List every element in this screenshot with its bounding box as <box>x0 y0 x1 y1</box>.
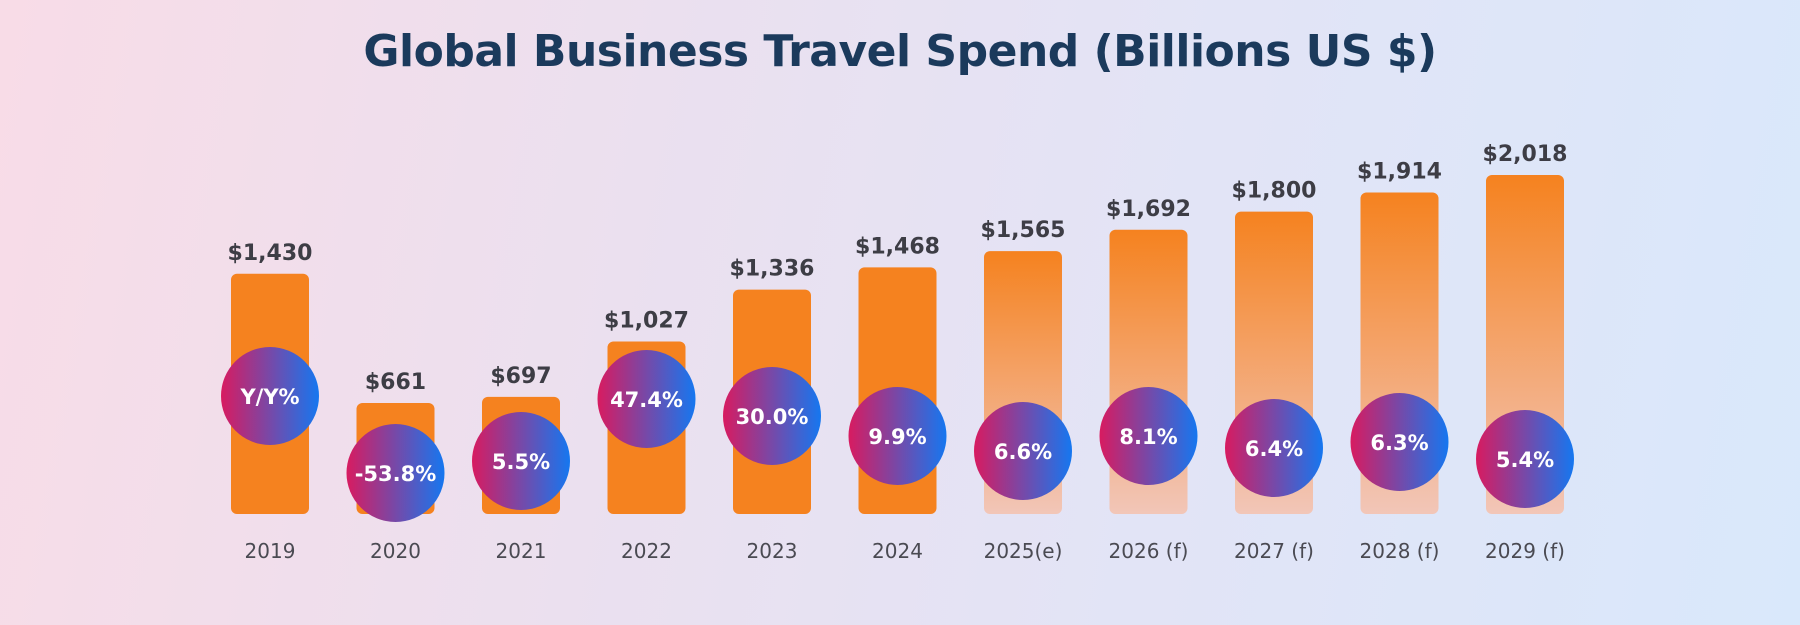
value-label: $697 <box>490 364 551 389</box>
x-tick-label: 2025(e) <box>984 539 1063 563</box>
x-tick-label: 2026 (f) <box>1109 539 1189 563</box>
yoy-badge <box>1476 410 1574 508</box>
yoy-badge <box>1350 393 1449 491</box>
yoy-badge <box>346 424 445 522</box>
value-label: $1,430 <box>228 241 313 266</box>
yoy-badge <box>597 350 696 448</box>
yoy-badge <box>1099 387 1198 485</box>
yoy-label: Y/Y% <box>239 385 299 409</box>
x-tick-label: 2029 (f) <box>1485 539 1565 563</box>
yoy-label: 6.3% <box>1370 431 1428 455</box>
yoy-badge <box>221 347 319 445</box>
value-label: $1,336 <box>730 257 815 282</box>
value-label: $1,914 <box>1357 160 1442 185</box>
yoy-label: 47.4% <box>610 388 683 412</box>
x-tick-label: 2028 (f) <box>1360 539 1440 563</box>
x-tick-label: 2027 (f) <box>1234 539 1314 563</box>
value-label: $1,468 <box>855 234 940 259</box>
value-label: $1,800 <box>1232 179 1317 204</box>
value-label: $1,692 <box>1106 197 1191 222</box>
yoy-badge <box>472 412 570 510</box>
yoy-label: 5.5% <box>492 450 550 474</box>
x-tick-label: 2022 <box>621 539 672 563</box>
value-label: $661 <box>365 370 426 395</box>
yoy-label: 5.4% <box>1496 448 1554 472</box>
yoy-badge <box>1225 399 1323 497</box>
yoy-label: 6.6% <box>994 440 1052 464</box>
value-label: $1,027 <box>604 308 689 333</box>
x-tick-label: 2023 <box>747 539 798 563</box>
yoy-label: 9.9% <box>868 425 926 449</box>
yoy-badge <box>848 387 947 485</box>
yoy-badge <box>723 367 821 465</box>
yoy-label: 6.4% <box>1245 437 1303 461</box>
x-tick-label: 2020 <box>370 539 421 563</box>
x-tick-label: 2019 <box>245 539 296 563</box>
yoy-label: 8.1% <box>1119 425 1177 449</box>
x-tick-label: 2024 <box>872 539 923 563</box>
yoy-label: 30.0% <box>736 405 809 429</box>
yoy-badge <box>974 402 1072 500</box>
value-label: $2,018 <box>1483 142 1568 167</box>
yoy-label: -53.8% <box>355 462 437 486</box>
x-tick-label: 2021 <box>496 539 547 563</box>
value-label: $1,565 <box>981 218 1066 243</box>
chart-title: Global Business Travel Spend (Billions U… <box>363 26 1437 77</box>
